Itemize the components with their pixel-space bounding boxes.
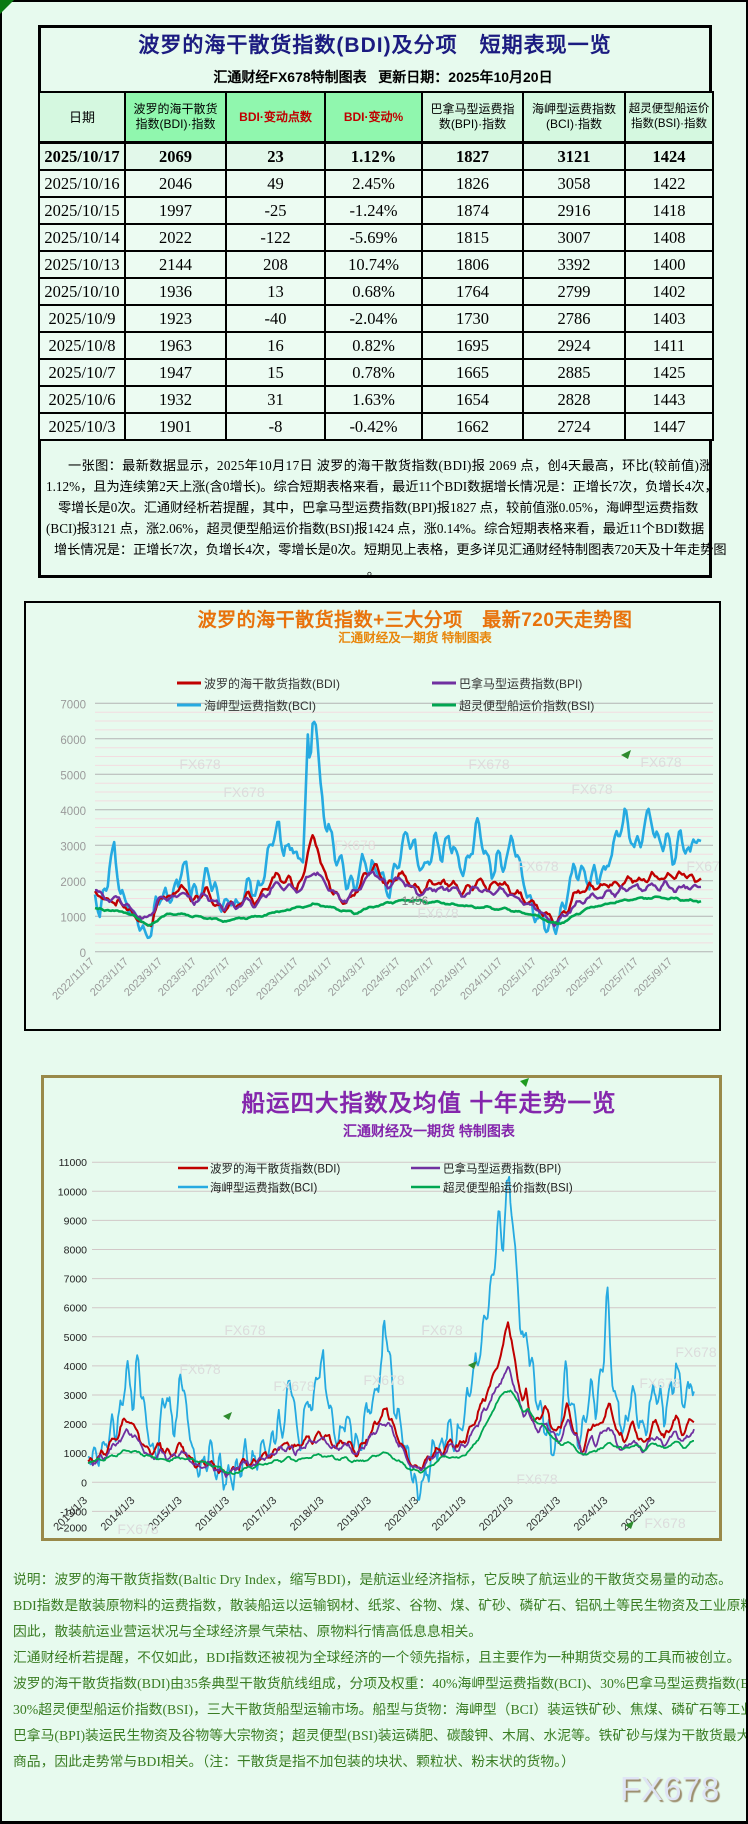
svg-text:6000: 6000 [64,1303,88,1315]
svg-text:3000: 3000 [64,1390,88,1402]
svg-text:0: 0 [81,1477,87,1489]
svg-text:FX678: FX678 [675,1344,716,1360]
svg-text:超灵便型船运价指数(BSI): 超灵便型船运价指数(BSI) [459,698,594,713]
svg-text:FX678: FX678 [417,905,458,921]
svg-text:0: 0 [80,948,86,960]
svg-text:1000: 1000 [64,1448,88,1460]
svg-text:FX678: FX678 [273,1378,314,1394]
svg-text:巴拿马型运费指数(BPI): 巴拿马型运费指数(BPI) [459,676,582,691]
svg-text:2000: 2000 [60,877,86,889]
svg-text:11000: 11000 [59,1157,88,1169]
svg-text:2018/1/3: 2018/1/3 [288,1495,327,1534]
svg-text:波罗的海干散货指数(BDI): 波罗的海干散货指数(BDI) [204,676,340,691]
svg-text:FX678: FX678 [686,858,719,874]
svg-text:超灵便型船运价指数(BSI): 超灵便型船运价指数(BSI) [443,1181,573,1195]
svg-text:FX678: FX678 [516,1471,557,1487]
svg-text:3000: 3000 [60,841,86,853]
svg-text:1456: 1456 [402,894,429,908]
svg-text:海岬型运费指数(BCI): 海岬型运费指数(BCI) [210,1181,317,1195]
svg-text:2022/1/3: 2022/1/3 [477,1495,516,1534]
svg-text:7000: 7000 [64,1274,88,1286]
svg-text:FX678: FX678 [179,756,220,772]
svg-text:海岬型运费指数(BCI): 海岬型运费指数(BCI) [204,698,316,713]
svg-text:2017/1/3: 2017/1/3 [241,1495,280,1534]
svg-text:2020/1/3: 2020/1/3 [382,1495,421,1534]
svg-text:-1000: -1000 [60,1506,87,1518]
svg-text:5000: 5000 [64,1332,88,1344]
svg-text:巴拿马型运费指数(BPI): 巴拿马型运费指数(BPI) [443,1162,561,1176]
svg-text:2016/1/3: 2016/1/3 [193,1495,232,1534]
svg-text:2021/1/3: 2021/1/3 [430,1495,469,1534]
svg-text:FX678: FX678 [639,1375,680,1391]
svg-text:-2000: -2000 [60,1522,87,1534]
svg-text:FX678: FX678 [179,1361,220,1377]
svg-text:2023/1/3: 2023/1/3 [524,1495,563,1534]
svg-text:10000: 10000 [58,1186,87,1198]
svg-text:2022/11/17: 2022/11/17 [50,956,97,1003]
svg-text:FX678: FX678 [468,756,509,772]
svg-text:8000: 8000 [64,1245,88,1257]
svg-text:FX678: FX678 [571,781,612,797]
svg-text:2000: 2000 [64,1419,88,1431]
svg-text:2019/1/3: 2019/1/3 [335,1495,374,1534]
svg-text:5000: 5000 [60,770,86,782]
svg-text:FX678: FX678 [117,1521,158,1537]
svg-text:1000: 1000 [60,912,86,924]
svg-text:汇通财经及一期货 特制图表: 汇通财经及一期货 特制图表 [343,1123,516,1139]
svg-text:9000: 9000 [64,1215,88,1227]
svg-text:4000: 4000 [60,806,86,818]
svg-text:6000: 6000 [60,735,86,747]
svg-text:波罗的海干散货指数+三大分项 最新720天走势图: 波罗的海干散货指数+三大分项 最新720天走势图 [198,608,633,631]
svg-text:2024/1/3: 2024/1/3 [572,1495,611,1534]
svg-text:FX678: FX678 [640,754,681,770]
svg-text:4000: 4000 [64,1361,88,1373]
svg-text:FX678: FX678 [224,1322,265,1338]
svg-text:FX678: FX678 [363,1372,404,1388]
svg-text:FX678: FX678 [223,784,264,800]
svg-text:船运四大指数及均值 十年走势一览: 船运四大指数及均值 十年走势一览 [241,1089,616,1116]
svg-text:FX678: FX678 [334,837,375,853]
svg-text:波罗的海干散货指数(BDI): 波罗的海干散货指数(BDI) [210,1162,340,1176]
svg-text:FX678: FX678 [517,858,558,874]
svg-text:FX678: FX678 [644,1515,685,1531]
svg-text:7000: 7000 [60,699,86,711]
svg-text:汇通财经及一期货 特制图表: 汇通财经及一期货 特制图表 [338,630,492,645]
svg-text:FX678: FX678 [421,1322,462,1338]
